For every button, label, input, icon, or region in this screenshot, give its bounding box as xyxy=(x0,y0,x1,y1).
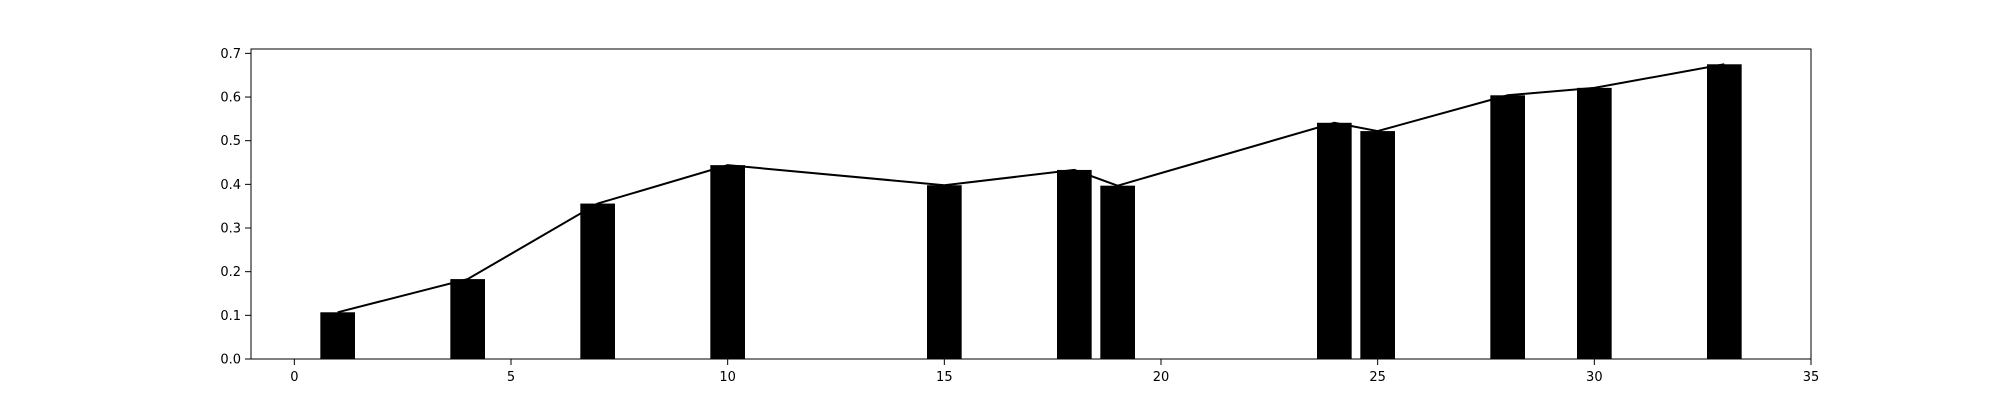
bars-group xyxy=(320,64,1742,360)
x-tick-label-6: 30 xyxy=(1586,370,1603,385)
bar-9 xyxy=(1490,95,1525,360)
x-axis: 0 5 10 15 20 25 30 35 xyxy=(290,359,1819,385)
y-tick-label-1: 0.1 xyxy=(220,309,241,324)
bar-7 xyxy=(1317,122,1352,360)
bar-1 xyxy=(450,279,485,359)
x-tick-label-5: 25 xyxy=(1369,370,1386,385)
x-tick-label-4: 20 xyxy=(1153,370,1170,385)
bar-2 xyxy=(580,203,615,359)
x-tick-label-7: 35 xyxy=(1803,370,1820,385)
bar-3 xyxy=(710,165,745,359)
bar-8 xyxy=(1360,131,1395,359)
bar-11 xyxy=(1707,64,1742,360)
bar-10 xyxy=(1577,87,1612,359)
x-tick-label-0: 0 xyxy=(290,370,298,385)
bar-4 xyxy=(927,185,962,359)
x-tick-label-1: 5 xyxy=(507,370,515,385)
y-tick-label-6: 0.6 xyxy=(220,91,241,106)
x-tick-label-2: 10 xyxy=(719,370,736,385)
y-tick-label-3: 0.3 xyxy=(220,222,241,237)
series-line xyxy=(337,63,1725,314)
bar-0 xyxy=(320,312,355,359)
y-tick-label-2: 0.2 xyxy=(220,265,241,280)
y-tick-label-7: 0.7 xyxy=(220,47,241,62)
y-tick-label-4: 0.4 xyxy=(220,178,241,193)
bar-6 xyxy=(1100,185,1135,359)
y-tick-label-0: 0.0 xyxy=(220,353,241,368)
line-group xyxy=(337,63,1725,314)
y-axis: 0.0 0.1 0.2 0.3 0.4 0.5 0.6 0.7 xyxy=(220,47,251,368)
x-tick-label-3: 15 xyxy=(936,370,953,385)
y-tick-label-5: 0.5 xyxy=(220,134,241,149)
bar-5 xyxy=(1057,169,1092,359)
plot-frame xyxy=(250,48,1812,360)
